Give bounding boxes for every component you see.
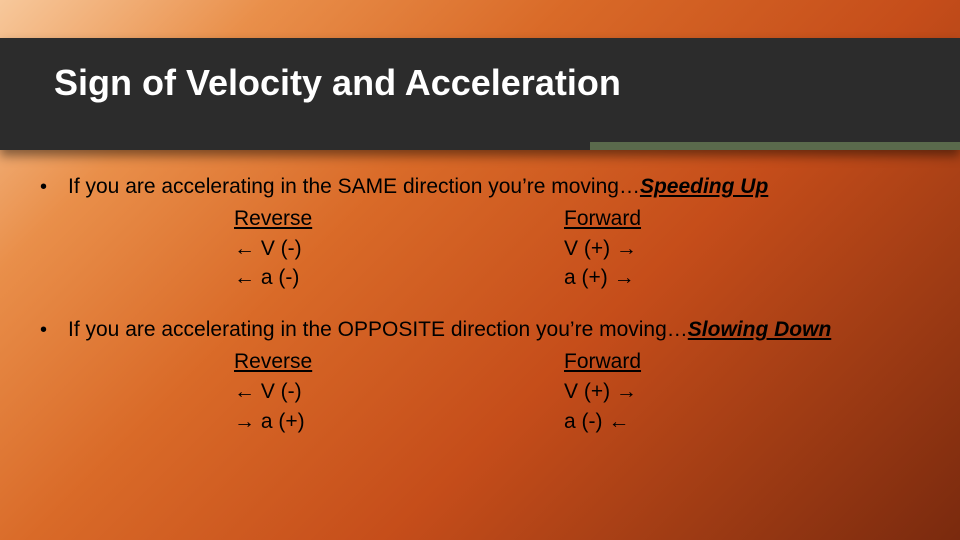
velocity-line: ← V (-)	[234, 234, 564, 264]
velocity-line: V (+) →	[564, 234, 894, 264]
bullet-lead: If you are accelerating in the OPPOSITE …	[68, 318, 688, 341]
accel-line: ← a (-)	[234, 263, 564, 293]
bullet-text: If you are accelerating in the SAME dire…	[68, 172, 768, 202]
accel-line: → a (+)	[234, 407, 564, 437]
column-header: Forward	[564, 204, 894, 234]
bullet-emphasis: Slowing Down	[688, 318, 831, 341]
accel-line: a (-) ←	[564, 407, 894, 437]
bullet-text: If you are accelerating in the OPPOSITE …	[68, 315, 831, 345]
bullet-lead: If you are accelerating in the SAME dire…	[68, 175, 640, 198]
velocity-line: V (+) →	[564, 377, 894, 407]
accel-line: a (+) →	[564, 263, 894, 293]
column-header: Reverse	[234, 204, 564, 234]
column-header: Reverse	[234, 347, 564, 377]
velocity-line: ← V (-)	[234, 377, 564, 407]
bullet-item: • If you are accelerating in the SAME di…	[40, 172, 940, 202]
column-reverse: Reverse ← V (-) ← a (-)	[234, 204, 564, 293]
column-reverse: Reverse ← V (-) → a (+)	[234, 347, 564, 436]
bullet-emphasis: Speeding Up	[640, 175, 768, 198]
slide-title: Sign of Velocity and Acceleration	[54, 62, 621, 104]
bullet-dot-icon: •	[40, 173, 68, 201]
slide: Sign of Velocity and Acceleration • If y…	[0, 0, 960, 540]
column-forward: Forward V (+) → a (-) ←	[564, 347, 894, 436]
column-forward: Forward V (+) → a (+) →	[564, 204, 894, 293]
bullet-item: • If you are accelerating in the OPPOSIT…	[40, 315, 940, 345]
slide-body: • If you are accelerating in the SAME di…	[40, 172, 940, 459]
column-header: Forward	[564, 347, 894, 377]
bullet-dot-icon: •	[40, 316, 68, 344]
direction-columns: Reverse ← V (-) → a (+) Forward V (+) → …	[234, 347, 940, 436]
direction-columns: Reverse ← V (-) ← a (-) Forward V (+) → …	[234, 204, 940, 293]
